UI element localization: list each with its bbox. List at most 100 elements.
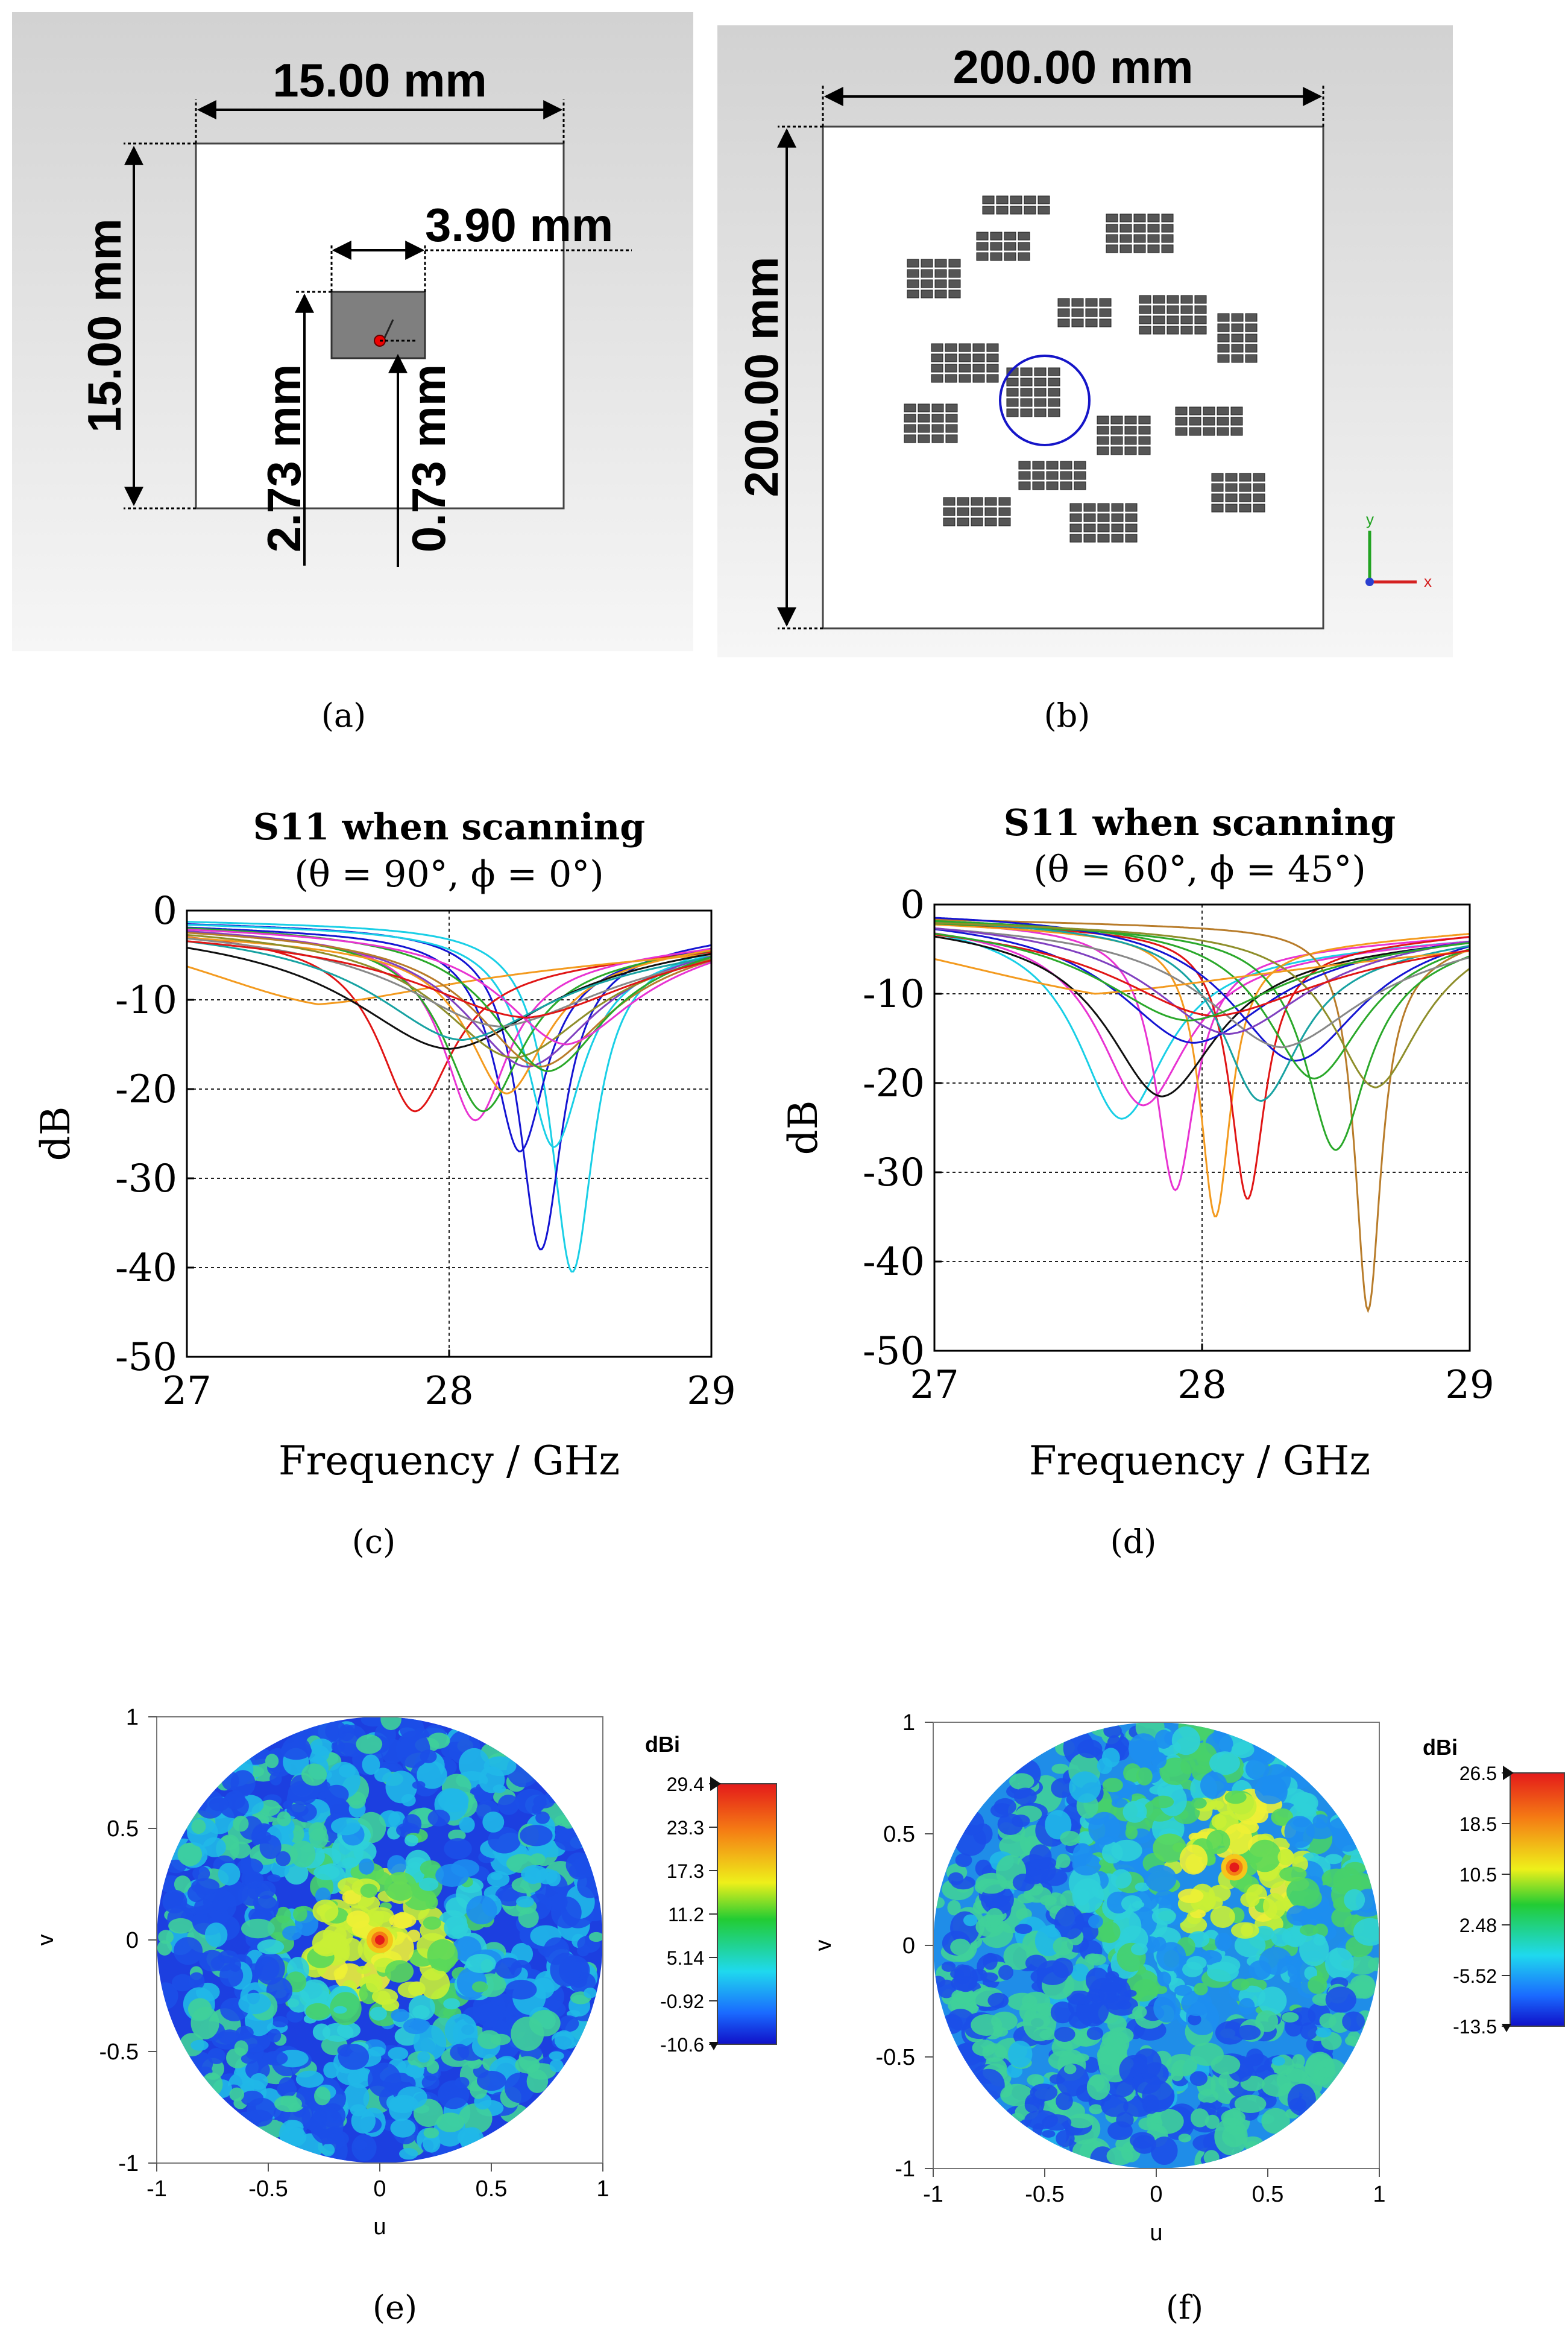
pattern-speckle [324,1784,349,1804]
pattern-speckle [1116,2000,1132,2010]
array-patch [1217,323,1230,332]
array-patch [1034,377,1047,387]
y-tick-label: -30 [863,1151,925,1195]
pattern-speckle [1211,1814,1227,1829]
pattern-speckle [305,2003,330,2020]
x-tick-label: 0.5 [1252,2182,1284,2207]
array-patch [1018,471,1031,480]
array-patch [934,269,947,278]
pattern-speckle [1325,1986,1356,2013]
pattern-speckle [387,1855,406,1875]
array-patch [1032,471,1045,480]
pattern-speckle [1027,2074,1044,2086]
array-patch [1194,295,1207,304]
pattern-speckle [191,1819,206,1834]
pattern-speckle [268,2029,282,2042]
pattern-speckle [371,1988,398,2005]
pattern-speckle [1300,2022,1318,2040]
chart-c-curves [187,921,711,1273]
triad-y-label: y [1366,510,1374,528]
pattern-speckle [1007,2041,1033,2068]
pattern-speckle [397,1982,424,1998]
array-patch [1037,206,1050,215]
pattern-speckle [380,1739,405,1764]
array-patch [1239,504,1252,513]
pattern-speckle [254,1895,279,1921]
pattern-speckle [312,1930,342,1957]
array-patch [1069,513,1082,522]
pattern-speckle [250,2073,268,2090]
array-patch [1189,406,1201,415]
pattern-speckle [309,1828,329,1848]
pattern-speckle [1056,2064,1089,2097]
pattern-speckle [559,2015,579,2032]
array-patch [1074,461,1086,470]
colorbar-tick-label: 17.3 [667,1860,704,1882]
pattern-speckle [1197,2089,1219,2103]
array-patch [1074,481,1086,490]
pattern-speckle [465,1954,496,1973]
pattern-speckle [1202,1896,1223,1910]
pattern-speckle [172,1974,194,1992]
dim-feed-label: 0.73 mm [402,364,455,552]
pattern-speckle [505,1980,537,2000]
colorbar-max-marker [1503,1766,1514,1780]
array-patch [1203,427,1215,436]
array-patch [1230,417,1243,426]
pattern-speckle [255,1952,285,1985]
array-patch [972,374,985,383]
pattern-speckle [314,2086,331,2106]
s11-series-curve [187,940,711,1019]
array-patch [1125,523,1138,532]
pattern-speckle [1318,2067,1336,2078]
x-tick-label: 0 [1150,2182,1162,2207]
array-patch [1231,323,1244,332]
pattern-speckle [168,1918,194,1934]
y-tick-label: 1 [902,1710,915,1736]
s11-series-curve [934,933,1470,1017]
map-f-ylabel: v [811,1940,836,1951]
array-patch [1147,234,1160,243]
pattern-speckle [360,1883,378,1898]
panel-a: 15.00 mm 15.00 mm 3.90 mm 2.73 mm 0.73 m… [12,12,693,651]
pattern-speckle [385,1960,414,1983]
pattern-speckle [1150,2108,1184,2134]
array-patch [1239,473,1252,482]
array-patch [1018,242,1030,251]
pattern-speckle [1136,1767,1153,1786]
pattern-speckle [384,1872,417,1901]
array-patch [1048,398,1060,407]
pattern-speckle [259,1799,280,1816]
pattern-speckle [295,2070,324,2088]
array-patch [986,343,999,352]
pattern-speckle [1178,2134,1192,2143]
array-patch [1217,344,1230,353]
pattern-speckle [1224,1790,1247,1804]
pattern-speckle [436,2112,465,2132]
pattern-speckle [296,2084,321,2109]
x-tick-label: 1 [1373,2182,1385,2207]
array-patch [934,279,947,288]
array-patch [1189,417,1201,426]
pattern-speckle [1042,2130,1056,2138]
pattern-speckle [1110,1869,1132,1889]
array-patch [1153,315,1165,324]
pattern-speckle [1042,2114,1072,2131]
array-patch [1230,427,1243,436]
pattern-speckle [1200,1772,1227,1799]
pattern-speckle [1240,1892,1260,1907]
pattern-speckle [1248,1839,1281,1872]
x-tick-label: 1 [596,2176,609,2202]
array-patch [945,374,957,383]
pattern-speckle [293,1906,307,1922]
array-patch [1034,388,1047,397]
pattern-speckle [1279,1866,1307,1882]
array-patch [1071,298,1084,307]
array-patch [1057,318,1070,327]
pattern-speckle [1214,2117,1248,2156]
map-e-ylabel: v [33,1935,58,1946]
array-patch [959,353,971,362]
array-board [822,125,1324,630]
y-tick-label: -1 [895,2156,915,2182]
reference-subarray-circle [999,355,1091,446]
